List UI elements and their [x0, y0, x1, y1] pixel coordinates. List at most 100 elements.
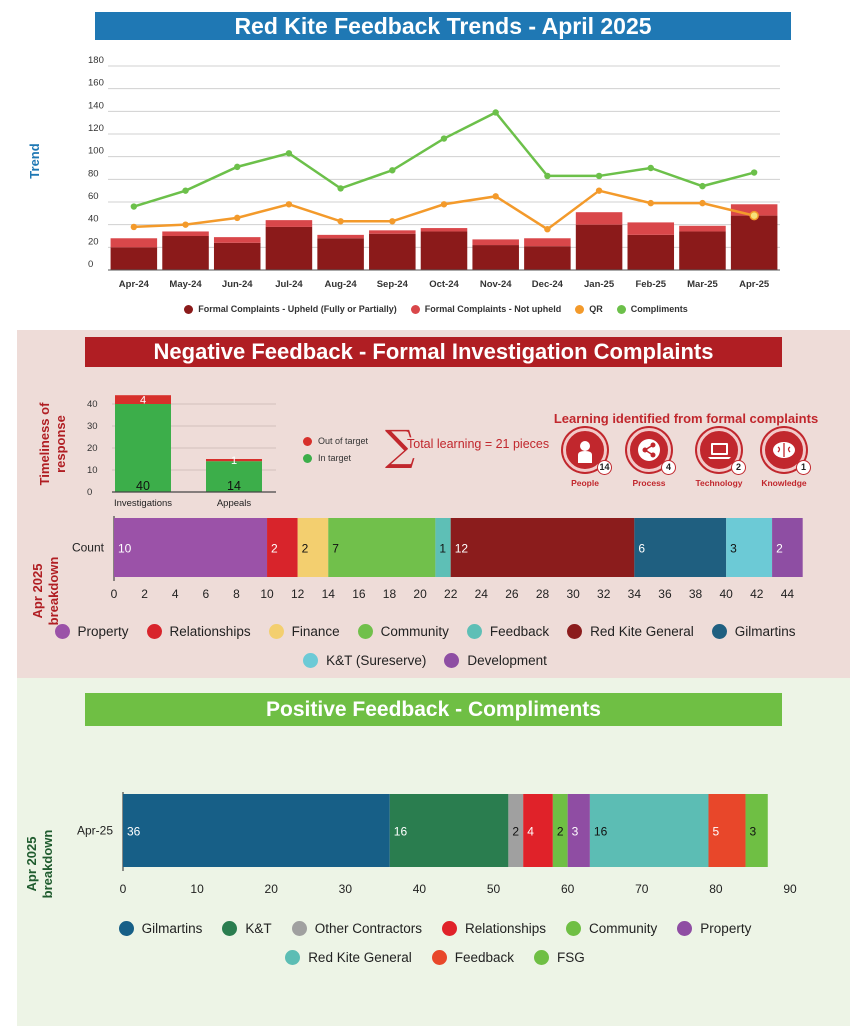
- learning-technology: 2 Technology: [691, 428, 747, 488]
- bar-not-upheld-apr-24: [110, 238, 158, 248]
- bar-not-upheld-aug-24: [317, 234, 364, 239]
- data-label-gilmartins: 6: [638, 542, 645, 556]
- y-tick-label: 40: [88, 214, 99, 225]
- laptop-icon: [708, 443, 731, 459]
- negative-feedback-section: [17, 330, 850, 678]
- x-tick-label: 8: [233, 587, 240, 601]
- learning-process: 4 Process: [621, 428, 677, 488]
- x-tick-label: Jun-24: [222, 279, 253, 290]
- segment-k-t: [389, 794, 509, 867]
- x-tick-label: Mar-25: [687, 279, 718, 290]
- point-compliments: [440, 135, 448, 142]
- bar-not-upheld-apr-25: [730, 204, 778, 216]
- legend-swatch: [575, 304, 585, 314]
- legend-label: Property: [77, 624, 129, 639]
- legend-label: Relationships: [169, 624, 251, 639]
- point-qr: [182, 221, 189, 228]
- x-tick-label: 90: [783, 882, 797, 896]
- bar-upheld-apr-24: [110, 247, 158, 270]
- bar-not-upheld-may-24: [162, 231, 209, 236]
- data-label-k-t-sureserve: 3: [730, 542, 737, 556]
- legend-item-property: Property: [54, 624, 129, 639]
- legend-item-gilmartins: Gilmartins: [711, 624, 796, 639]
- legend-label: K&T (Sureserve): [326, 653, 427, 668]
- bar-upheld-jun-24: [213, 242, 261, 270]
- x-tick-label: 24: [475, 587, 489, 601]
- x-tick-label: 6: [202, 587, 209, 601]
- x-tick-label: 26: [505, 587, 519, 601]
- legend-item-feedback: Feedback: [466, 624, 550, 639]
- legend-item-relationships: Relationships: [146, 624, 251, 639]
- legend-label: Community: [380, 624, 449, 639]
- x-tick-label: 16: [352, 587, 366, 601]
- x-tick-label: Investigations: [114, 498, 172, 509]
- learning-knowledge: 1 Knowledge: [756, 428, 812, 488]
- legend-label: K&T: [245, 921, 272, 936]
- point-compliments: [285, 150, 293, 157]
- x-tick-label: 32: [597, 587, 611, 601]
- data-label-in-target: 40: [136, 479, 150, 493]
- legend-swatch: [616, 304, 626, 314]
- legend-item-property: Property: [677, 921, 751, 936]
- point-compliments: [492, 109, 499, 116]
- legend-item-relationships: Relationships: [441, 921, 547, 936]
- x-tick-label: 30: [339, 882, 353, 896]
- bar-upheld-jan-25: [575, 224, 623, 270]
- legend-item-compliments: Compliments: [616, 304, 688, 314]
- y-tick-label: 0: [87, 487, 92, 498]
- legend-label: Compliments: [630, 304, 688, 314]
- x-tick-label: 10: [190, 882, 204, 896]
- x-tick-label: 60: [561, 882, 575, 896]
- legend-item-k-t-sureserve: K&T (Sureserve): [303, 653, 426, 668]
- point-compliments: [337, 185, 344, 192]
- point-qr: [699, 199, 706, 207]
- legend-swatch: [303, 454, 312, 463]
- legend-item-community: Community: [357, 624, 449, 639]
- legend-item-qr: QR: [575, 304, 603, 314]
- x-tick-label: 22: [444, 587, 458, 601]
- people-count: 14: [597, 460, 612, 475]
- legend-swatch: [441, 921, 457, 936]
- legend-swatch: [466, 624, 482, 639]
- x-tick-label: 28: [536, 587, 550, 601]
- legend-swatch: [566, 921, 582, 936]
- people-label: People: [571, 478, 599, 488]
- y-tick-label: 140: [88, 100, 104, 111]
- brain-icon: [773, 442, 795, 458]
- y-tick-label: 160: [88, 78, 104, 89]
- positive-feedback-banner: Positive Feedback - Compliments: [85, 693, 782, 726]
- legend-label: Relationships: [464, 921, 547, 936]
- timeliness-legend: Out of target In target: [303, 433, 368, 467]
- legend-swatch: [146, 624, 162, 639]
- trend-chart: 0 20 40 60 80 100 120 140 160 180 Apr-24 May-24 Jun-…: [88, 55, 780, 290]
- bar-upheld-dec-24: [524, 246, 571, 270]
- x-tick-label: Jul-24: [275, 279, 303, 290]
- bar-not-upheld-oct-24: [420, 228, 468, 232]
- legend-label: Feedback: [489, 624, 550, 639]
- point-qr: [492, 193, 499, 200]
- point-compliments: [595, 172, 603, 180]
- point-compliments: [389, 167, 396, 174]
- x-tick-label: Feb-25: [635, 279, 666, 290]
- legend-item-finance: Finance: [268, 624, 340, 639]
- bar-not-upheld-dec-24: [524, 238, 571, 247]
- segment-relationships: [523, 794, 553, 867]
- x-tick-label: 50: [487, 882, 501, 896]
- negative-breakdown-legend: Property Relationships Finance Community Fee…: [30, 624, 820, 668]
- x-tick-label: 0: [111, 587, 118, 601]
- x-tick-label: Aug-24: [325, 279, 358, 290]
- y-tick-label: 10: [87, 465, 98, 476]
- x-tick-label: 40: [413, 882, 427, 896]
- point-compliments: [182, 187, 189, 194]
- segment-other-contractors: [508, 794, 524, 867]
- legend-label: Out of target: [318, 436, 369, 446]
- legend-label: Red Kite General: [308, 950, 412, 965]
- bar-upheld-aug-24: [317, 238, 364, 270]
- data-label-property: 3: [572, 825, 579, 839]
- x-tick-label: Apr-24: [119, 279, 150, 290]
- legend-item-fsg: FSG: [534, 950, 585, 965]
- x-tick-label: Dec-24: [532, 279, 564, 290]
- legend-swatch: [357, 624, 373, 639]
- bar-upheld-sep-24: [369, 233, 416, 270]
- segment-gilmartins: [123, 794, 390, 867]
